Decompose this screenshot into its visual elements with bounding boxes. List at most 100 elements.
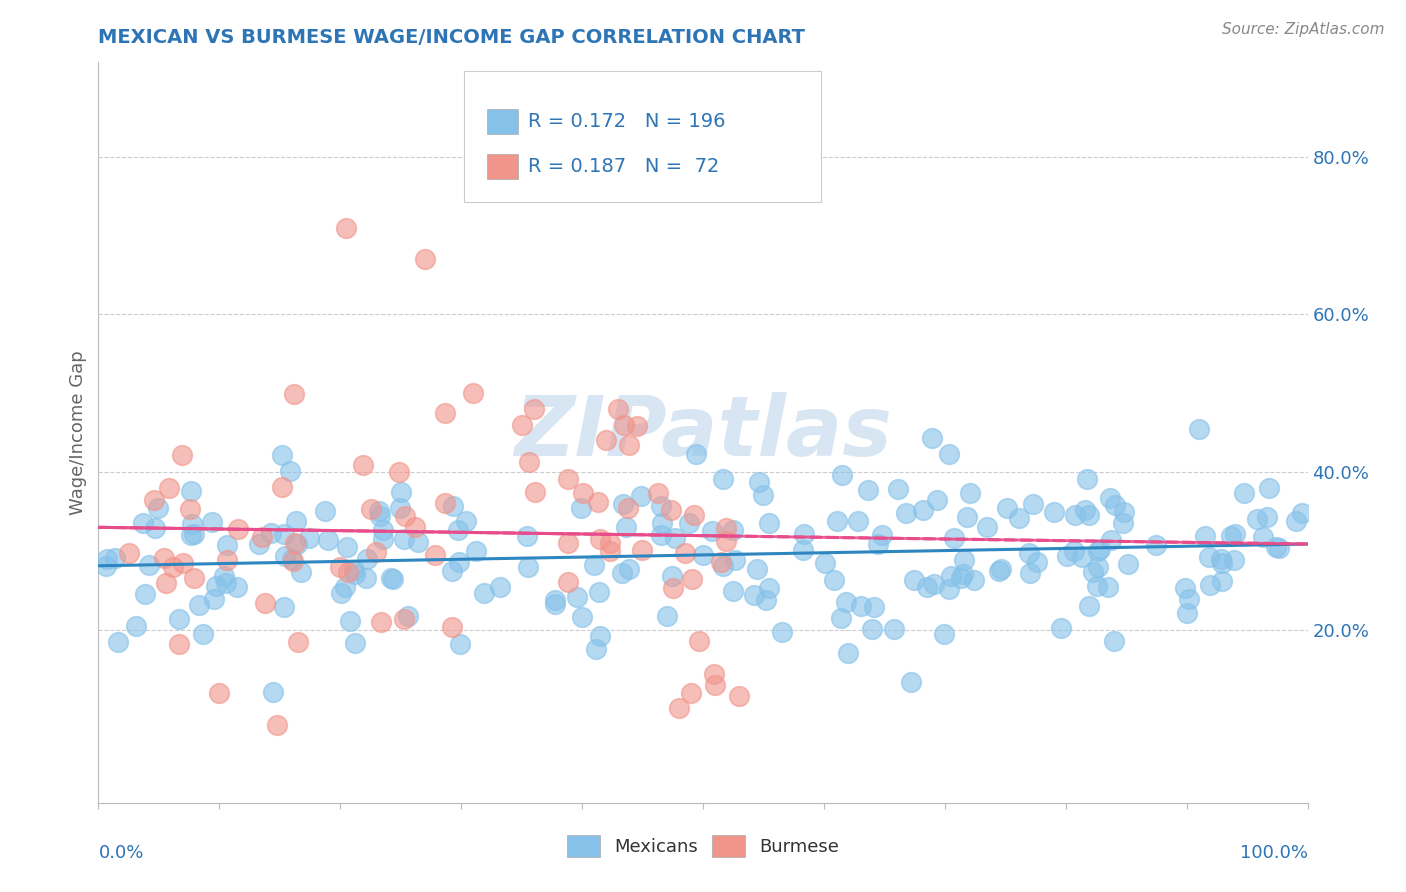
Point <box>825 514 848 528</box>
Point <box>314 504 336 518</box>
Point <box>585 642 607 657</box>
Point <box>941 568 963 582</box>
Point <box>423 548 446 562</box>
Point <box>685 447 707 461</box>
Point <box>389 484 412 499</box>
Point <box>770 625 793 640</box>
Point <box>118 545 141 559</box>
Point <box>932 626 955 640</box>
Point <box>172 448 194 462</box>
Point <box>1112 505 1135 519</box>
Point <box>949 571 972 585</box>
Point <box>472 585 495 599</box>
Point <box>831 467 853 482</box>
Point <box>440 564 463 578</box>
Point <box>668 701 690 715</box>
Y-axis label: Wage/Income Gap: Wage/Income Gap <box>69 351 87 515</box>
Point <box>1174 582 1197 596</box>
Point <box>1223 553 1246 567</box>
Point <box>1043 505 1066 519</box>
Point <box>588 585 610 599</box>
Point <box>283 536 305 550</box>
Point <box>837 646 859 660</box>
Point <box>523 402 546 417</box>
Point <box>610 566 633 580</box>
Point <box>167 637 190 651</box>
Point <box>896 506 918 520</box>
Point <box>678 516 700 530</box>
Point <box>284 515 307 529</box>
Point <box>388 465 411 479</box>
Point <box>215 575 238 590</box>
Point <box>1268 541 1291 555</box>
Point <box>938 582 960 596</box>
Point <box>942 531 965 545</box>
Point <box>516 559 538 574</box>
Point <box>180 528 202 542</box>
Point <box>281 551 304 566</box>
Point <box>846 514 869 528</box>
Point <box>1246 512 1268 526</box>
Point <box>571 500 593 515</box>
Point <box>1116 557 1139 571</box>
Point <box>517 455 540 469</box>
Point <box>343 563 366 577</box>
Point <box>463 386 485 401</box>
Point <box>617 562 640 576</box>
Point <box>162 560 184 574</box>
Point <box>995 501 1018 516</box>
Point <box>544 597 567 611</box>
Point <box>682 508 704 522</box>
Point <box>651 516 673 531</box>
Point <box>368 508 391 523</box>
Point <box>650 528 672 542</box>
Point <box>1251 530 1274 544</box>
Point <box>710 555 733 569</box>
Point <box>650 499 672 513</box>
Point <box>679 685 702 699</box>
Point <box>544 592 567 607</box>
Point <box>952 567 974 582</box>
Point <box>1064 508 1087 523</box>
Point <box>266 718 288 732</box>
Point <box>1291 506 1313 520</box>
Point <box>1223 527 1246 541</box>
Point <box>692 548 714 562</box>
Point <box>1099 533 1122 547</box>
Point <box>1104 498 1126 512</box>
Point <box>343 636 366 650</box>
Point <box>208 685 231 699</box>
Point <box>131 516 153 531</box>
Point <box>1285 514 1308 528</box>
Point <box>1198 550 1220 565</box>
Point <box>613 417 636 432</box>
Point <box>212 569 235 583</box>
Point <box>433 496 456 510</box>
Point <box>333 580 356 594</box>
Point <box>290 566 312 580</box>
Point <box>1021 497 1043 511</box>
Point <box>1233 485 1256 500</box>
Point <box>406 535 429 549</box>
Point <box>441 499 464 513</box>
Point <box>273 527 295 541</box>
Point <box>557 575 579 590</box>
Point <box>714 521 737 535</box>
Point <box>96 551 118 566</box>
Point <box>700 524 723 538</box>
Point <box>352 458 374 472</box>
Point <box>339 615 361 629</box>
Point <box>1077 599 1099 613</box>
Point <box>938 447 960 461</box>
Point <box>298 532 321 546</box>
Point <box>183 527 205 541</box>
Point <box>380 571 402 585</box>
Point <box>274 549 297 563</box>
Point <box>673 546 696 560</box>
Point <box>153 550 176 565</box>
Point <box>217 538 239 552</box>
Point <box>571 486 593 500</box>
Point <box>201 515 224 529</box>
Point <box>1211 574 1233 588</box>
Point <box>659 503 682 517</box>
